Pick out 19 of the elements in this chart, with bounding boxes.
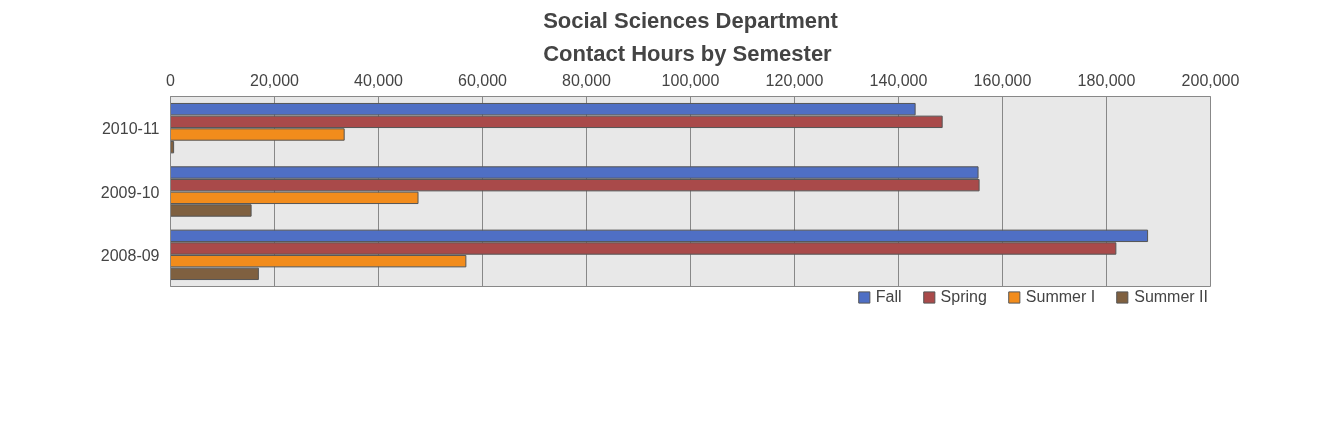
legend-label: Summer I — [1025, 288, 1096, 306]
x-tick-label: 40,000 — [354, 71, 404, 89]
legend-label: Fall — [875, 288, 902, 306]
legend-label: Summer II — [1134, 288, 1208, 306]
x-tick-label: 140,000 — [869, 71, 928, 89]
x-tick-label: 0 — [166, 71, 176, 89]
chart-title: Social Sciences Department Contact Hours by Semester — [543, 8, 839, 66]
x-tick-label: 60,000 — [458, 71, 508, 89]
x-tick-label: 160,000 — [973, 71, 1032, 89]
x-tick-label: 20,000 — [250, 71, 300, 89]
legend-label: Spring — [940, 288, 987, 306]
y-tick-label: 2009-10 — [100, 183, 160, 201]
x-tick-label: 100,000 — [661, 71, 720, 89]
y-tick-label: 2010-11 — [101, 120, 160, 138]
y-tick-label: 2008-09 — [100, 246, 160, 264]
x-tick-label: 200,000 — [1181, 71, 1240, 89]
x-tick-label: 80,000 — [562, 71, 612, 89]
x-tick-label: 180,000 — [1077, 71, 1136, 89]
x-tick-label: 120,000 — [765, 71, 824, 89]
